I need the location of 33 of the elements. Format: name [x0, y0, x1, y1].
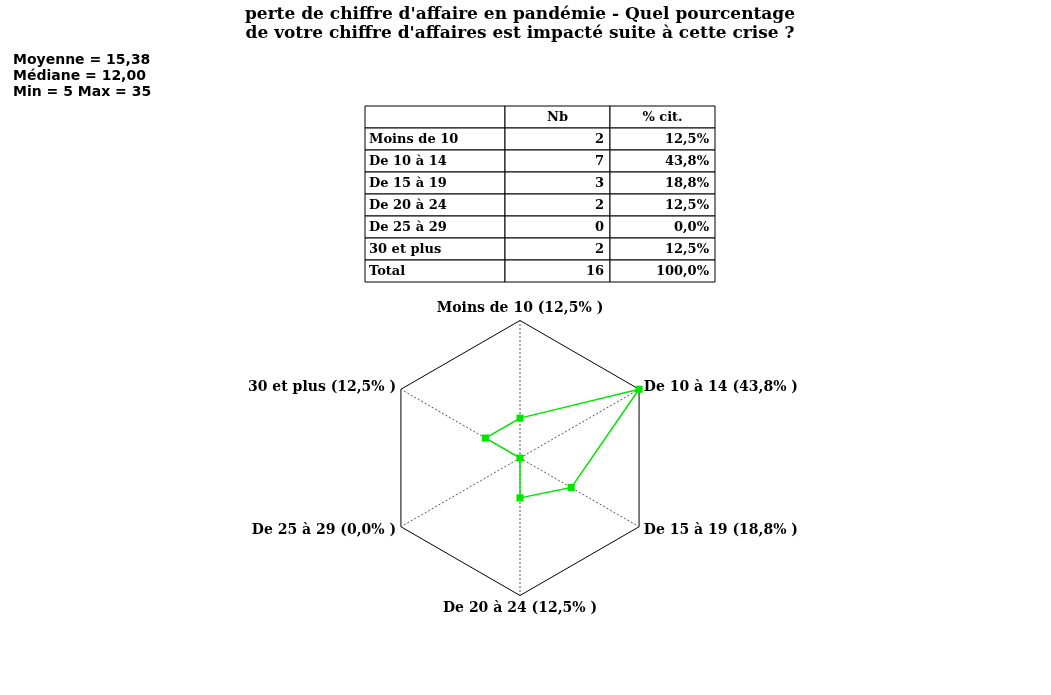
category-label: Total — [369, 263, 406, 278]
data-label: 0 — [594, 219, 604, 234]
data-label: 12,5% — [664, 131, 710, 146]
spoke-label: De 10 à 14 (43,8% ) — [643, 377, 798, 394]
data-label: 3 — [594, 175, 604, 190]
category-label: De 25 à 29 — [369, 219, 447, 234]
spoke-label: De 15 à 19 (18,8% ) — [643, 520, 798, 537]
data-label: 100,0% — [655, 263, 710, 278]
series-label: Nb — [547, 109, 568, 124]
series-label: % cit. — [642, 109, 683, 124]
data-label: 12,5% — [664, 241, 710, 256]
spoke-label: De 25 à 29 (0,0% ) — [251, 520, 397, 537]
data-label: 0,0% — [674, 219, 710, 234]
data-label: 18,8% — [664, 175, 710, 190]
text: Moyenne = 15,38 — [13, 51, 151, 67]
data-label: 7 — [594, 153, 604, 168]
text: Médiane = 12,00 — [13, 67, 147, 83]
category-label: De 20 à 24 — [369, 197, 447, 212]
category-label: De 10 à 14 — [369, 153, 447, 168]
data-label: 2 — [594, 131, 604, 146]
spoke-label: Moins de 10 (12,5% ) — [436, 299, 604, 315]
text: perte de chiffre d'affaire en pandémie - Quel pourcentage de votre chiffre d'affaires est impacté suite à cette crise ? — [244, 3, 796, 42]
spoke-label: De 20 à 24 (12,5% ) — [442, 599, 598, 615]
data-label: 16 — [585, 263, 604, 278]
data-label: 2 — [594, 241, 604, 256]
text: Min = 5 Max = 35 — [13, 83, 152, 99]
data-label: 12,5% — [664, 197, 710, 212]
spoke-label: 30 et plus (12,5% ) — [247, 377, 397, 394]
data-label: 43,8% — [664, 153, 710, 168]
category-label: Moins de 10 — [369, 131, 459, 146]
category-label: De 15 à 19 — [369, 175, 447, 190]
category-label: 30 et plus — [369, 241, 442, 256]
data-label: 2 — [594, 197, 604, 212]
